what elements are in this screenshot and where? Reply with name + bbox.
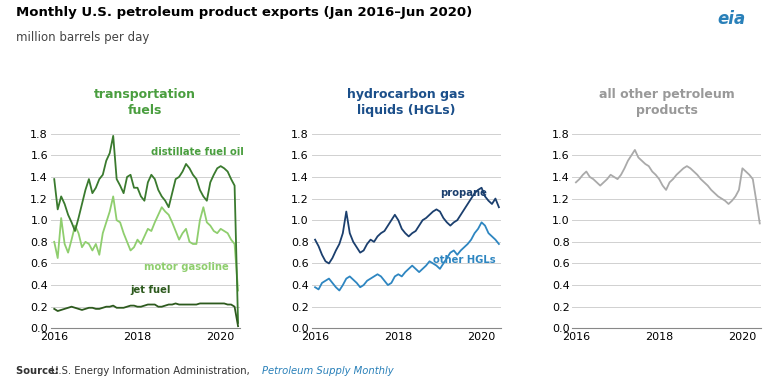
Text: million barrels per day: million barrels per day — [16, 31, 149, 44]
Text: jet fuel: jet fuel — [130, 285, 171, 295]
Text: Petroleum Supply Monthly: Petroleum Supply Monthly — [262, 366, 394, 376]
Text: transportation
fuels: transportation fuels — [95, 88, 196, 117]
Text: all other petroleum
products: all other petroleum products — [599, 88, 735, 117]
Text: Monthly U.S. petroleum product exports (Jan 2016–Jun 2020): Monthly U.S. petroleum product exports (… — [16, 6, 472, 19]
Text: motor gasoline: motor gasoline — [144, 262, 229, 272]
Text: U.S. Energy Information Administration,: U.S. Energy Information Administration, — [51, 366, 252, 376]
Text: eia: eia — [718, 10, 746, 28]
Text: propane: propane — [440, 189, 487, 199]
Text: hydrocarbon gas
liquids (HGLs): hydrocarbon gas liquids (HGLs) — [348, 88, 465, 117]
Text: Source:: Source: — [16, 366, 62, 376]
Text: distillate fuel oil: distillate fuel oil — [152, 147, 244, 157]
Text: other HGLs: other HGLs — [433, 255, 496, 265]
